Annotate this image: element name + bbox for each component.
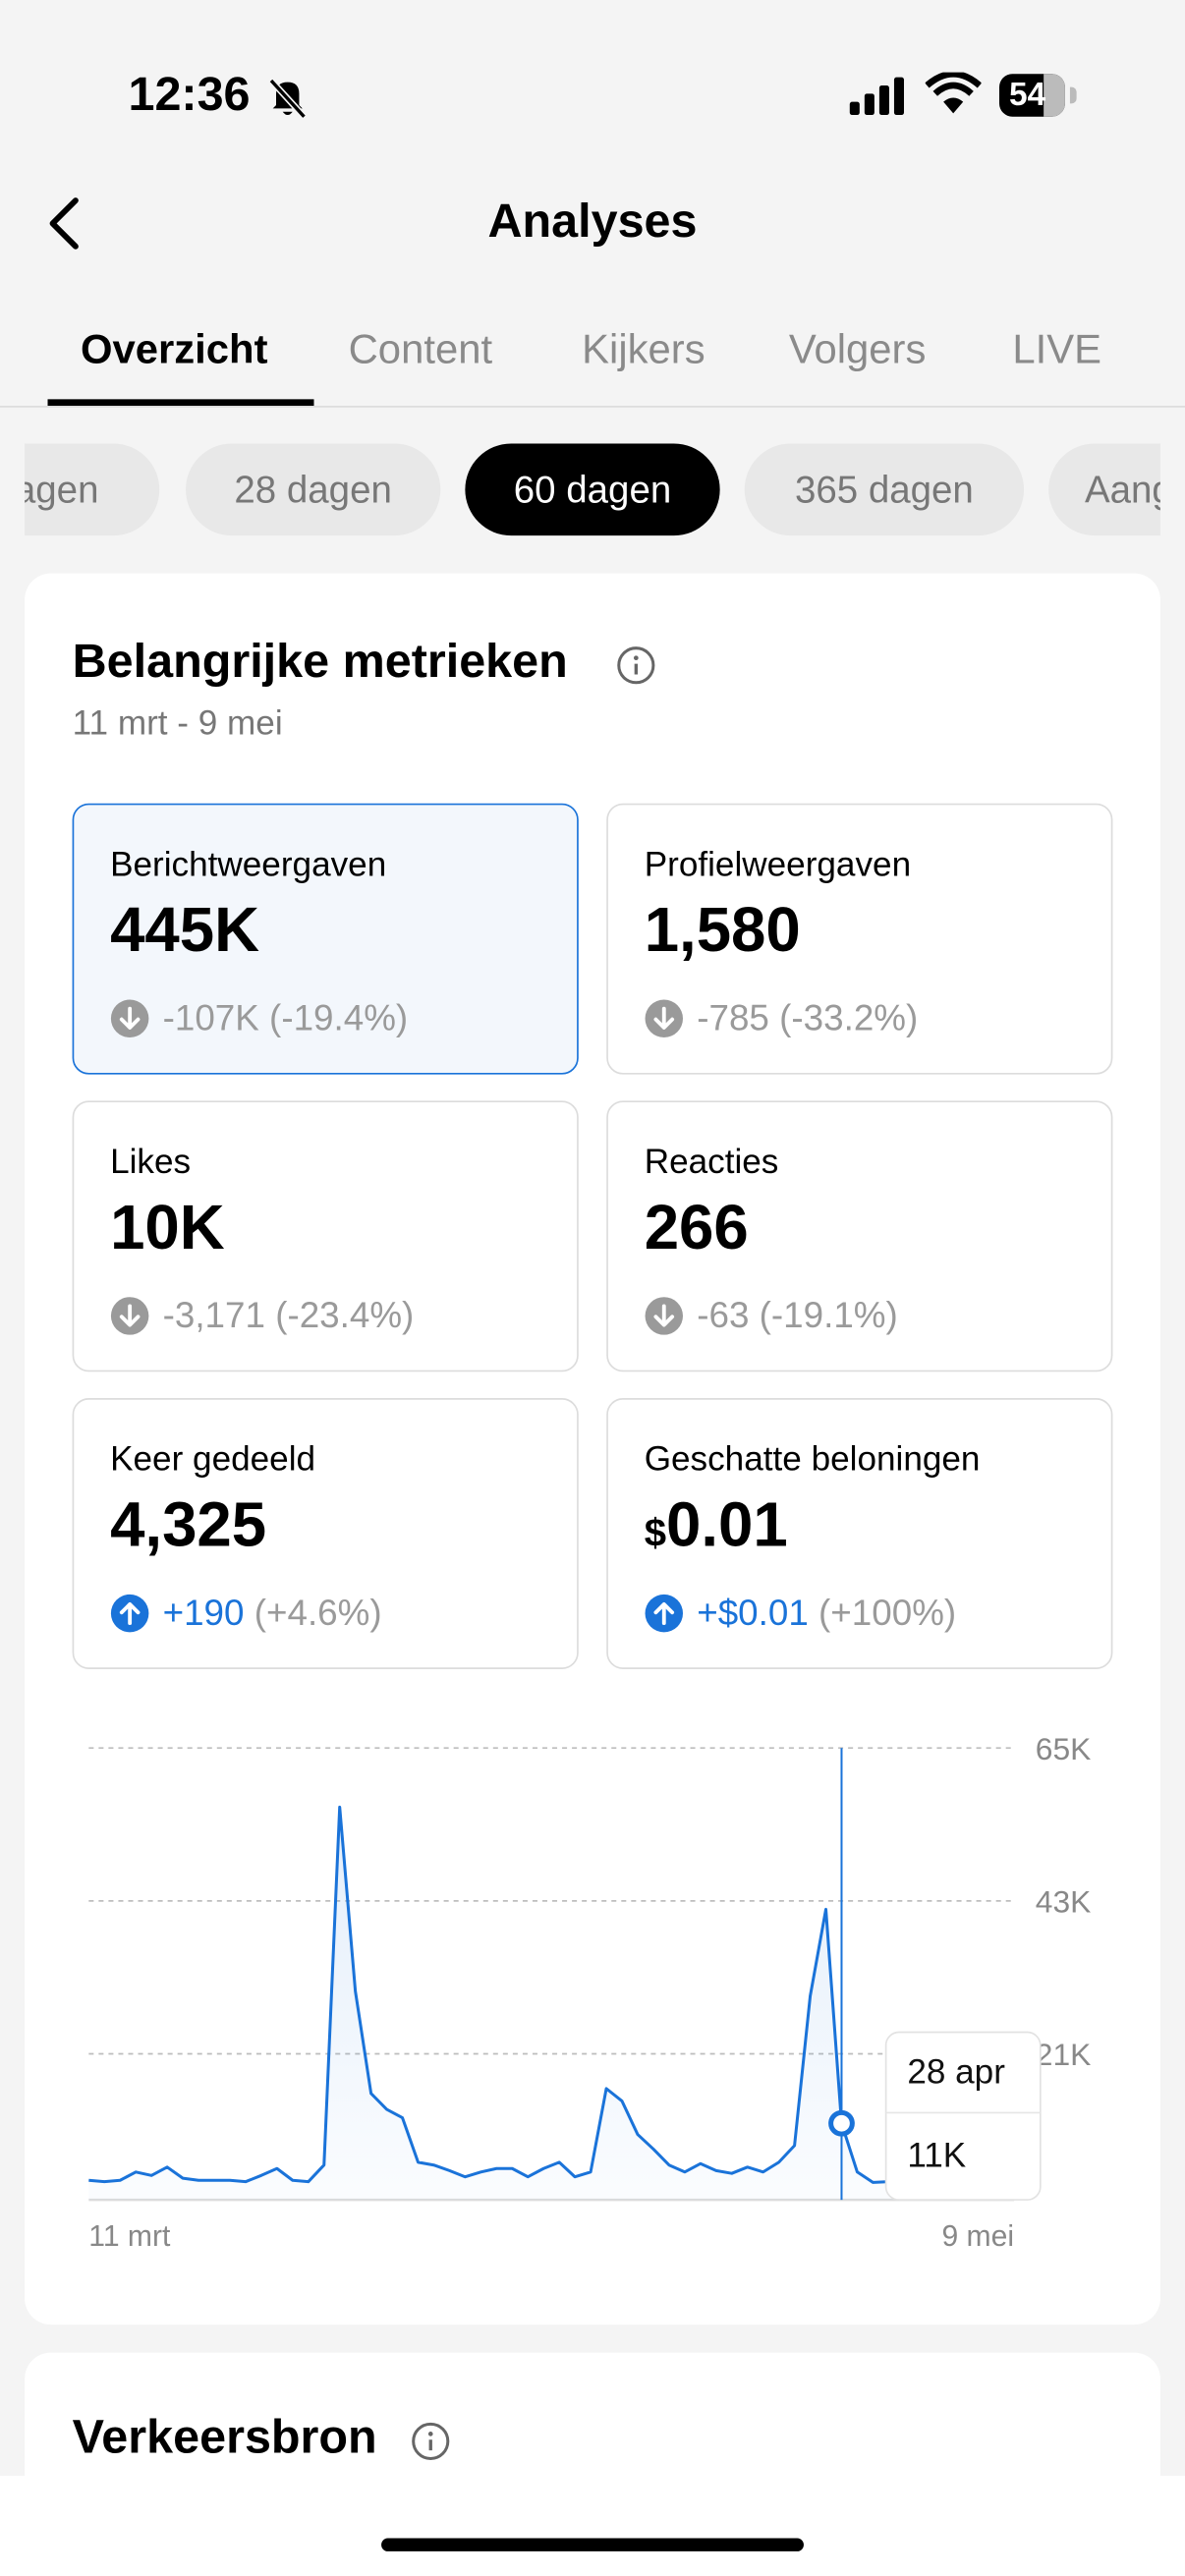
tab-underline bbox=[47, 399, 314, 407]
metric-change: -785 bbox=[697, 997, 769, 1038]
metric-change-row: +190 (+4.6%) bbox=[163, 1595, 382, 1632]
metric-value-row: $0.01 bbox=[645, 1495, 788, 1558]
metric-change-pct: (-19.4%) bbox=[269, 997, 409, 1038]
metric-change: +190 bbox=[162, 1592, 245, 1634]
metric-label: Profielweergaven bbox=[644, 846, 912, 884]
tooltip-box bbox=[884, 2031, 1042, 2201]
metric-change-pct: (-23.4%) bbox=[275, 1294, 415, 1336]
status-time: 12:36 bbox=[128, 69, 251, 122]
metric-change-row: -3,171 (-23.4%) bbox=[162, 1294, 415, 1336]
metric-change-row: -785 (-33.2%) bbox=[697, 1000, 918, 1036]
metric-value: 445K bbox=[110, 897, 260, 967]
x-tick-label: 11 mrt bbox=[88, 2220, 171, 2253]
mute-icon bbox=[268, 78, 307, 119]
trend-down-icon bbox=[645, 1297, 684, 1335]
battery-tip bbox=[1069, 86, 1077, 104]
info-icon[interactable] bbox=[410, 2420, 452, 2462]
metric-label: Geschatte beloningen bbox=[644, 1440, 981, 1479]
home-bar-area bbox=[0, 2476, 1185, 2576]
metric-tile[interactable]: Berichtweergaven 445K -107K (-19.4%) bbox=[72, 803, 579, 1075]
metric-value: 4,325 bbox=[110, 1491, 267, 1561]
tab[interactable]: Content bbox=[348, 326, 493, 373]
tooltip-date: 28 apr bbox=[907, 2052, 1005, 2091]
metric-change: +$0.01 bbox=[697, 1592, 809, 1634]
info-icon[interactable] bbox=[615, 644, 657, 687]
trend-down-icon bbox=[110, 1297, 149, 1335]
area bbox=[88, 1807, 1015, 2201]
section-title: Belangrijke metrieken bbox=[72, 636, 568, 689]
range-chip[interactable]: Aangepast bbox=[1048, 443, 1160, 536]
tab[interactable]: Kijkers bbox=[582, 326, 705, 373]
metric-tile[interactable]: Likes 10K -3,171 (-23.4%) bbox=[72, 1100, 579, 1372]
tooltip-value: 11K bbox=[907, 2137, 966, 2175]
y-tick-label: 21K bbox=[1036, 2037, 1092, 2072]
metric-currency: $ bbox=[644, 1511, 667, 1556]
metric-value: 0.01 bbox=[666, 1491, 788, 1561]
range-chip[interactable]: 28 dagen bbox=[186, 443, 441, 536]
range-chip[interactable]: 60 dagen bbox=[465, 443, 720, 536]
home-indicator bbox=[381, 2538, 804, 2551]
metric-label: Berichtweergaven bbox=[110, 846, 387, 884]
section-title: Verkeersbron bbox=[72, 2411, 377, 2465]
metric-change: -63 bbox=[697, 1294, 750, 1336]
trend-down-icon bbox=[110, 999, 149, 1037]
metric-value-row: 266 bbox=[645, 1198, 749, 1260]
metric-value: 10K bbox=[110, 1194, 225, 1263]
selected-point bbox=[828, 2109, 855, 2137]
page-title: Analyses bbox=[487, 195, 698, 249]
metric-change-pct: (+4.6%) bbox=[254, 1592, 382, 1634]
trend-up-icon bbox=[645, 1594, 684, 1633]
trend-up-icon bbox=[110, 1594, 149, 1633]
metric-change-row: -63 (-19.1%) bbox=[697, 1294, 898, 1336]
metric-change-row: +$0.01 (+100%) bbox=[697, 1595, 956, 1632]
divider bbox=[0, 406, 1185, 408]
tab[interactable]: Overzicht bbox=[80, 326, 268, 373]
tab[interactable]: LIVE bbox=[1012, 326, 1102, 373]
metric-tile[interactable]: Geschatte beloningen $0.01 +$0.01 (+100%) bbox=[606, 1398, 1113, 1669]
back-button[interactable] bbox=[42, 194, 91, 252]
wifi-icon bbox=[925, 72, 982, 114]
y-tick-label: 65K bbox=[1036, 1731, 1092, 1766]
metric-change: -3,171 bbox=[162, 1294, 265, 1336]
metric-label: Keer gedeeld bbox=[110, 1440, 316, 1479]
metric-change-pct: (-19.1%) bbox=[759, 1294, 898, 1336]
metric-value-row: 4,325 bbox=[110, 1495, 266, 1558]
trend-down-icon bbox=[645, 999, 684, 1037]
metric-label: Reacties bbox=[644, 1143, 779, 1182]
metric-value: 266 bbox=[644, 1194, 749, 1263]
metric-change-pct: (-33.2%) bbox=[779, 997, 919, 1038]
signal-icon bbox=[849, 77, 904, 116]
y-tick-label: 43K bbox=[1036, 1884, 1092, 1920]
battery-empty bbox=[1044, 74, 1065, 117]
range-chip[interactable]: 365 dagen bbox=[744, 443, 1025, 536]
metric-tile[interactable]: Reacties 266 -63 (-19.1%) bbox=[606, 1100, 1113, 1372]
metric-value-row: 1,580 bbox=[645, 900, 801, 963]
range-scroller: 7 dagen 28 dagen 60 dagen 365 dagen Aang… bbox=[25, 0, 1160, 657]
metric-tile[interactable]: Keer gedeeld 4,325 +190 (+4.6%) bbox=[72, 1398, 579, 1669]
range-chip[interactable]: 7 dagen bbox=[25, 443, 160, 536]
tab[interactable]: Volgers bbox=[788, 326, 927, 373]
metric-value-row: 10K bbox=[110, 1198, 225, 1260]
battery-level: 54 bbox=[1009, 77, 1046, 114]
period: 11 mrt - 9 mei bbox=[72, 704, 283, 743]
metric-change-pct: (+100%) bbox=[818, 1592, 957, 1634]
x-tick-label: 9 mei bbox=[941, 2220, 1014, 2253]
metric-label: Likes bbox=[110, 1143, 192, 1182]
metric-change-row: -107K (-19.4%) bbox=[163, 1000, 409, 1036]
metric-change: -107K bbox=[162, 997, 259, 1038]
line bbox=[88, 1805, 1015, 2188]
metric-value-row: 445K bbox=[110, 900, 259, 963]
battery: 54 bbox=[999, 74, 1065, 117]
metric-value: 1,580 bbox=[644, 897, 801, 967]
metric-tile[interactable]: Profielweergaven 1,580 -785 (-33.2%) bbox=[606, 803, 1113, 1075]
